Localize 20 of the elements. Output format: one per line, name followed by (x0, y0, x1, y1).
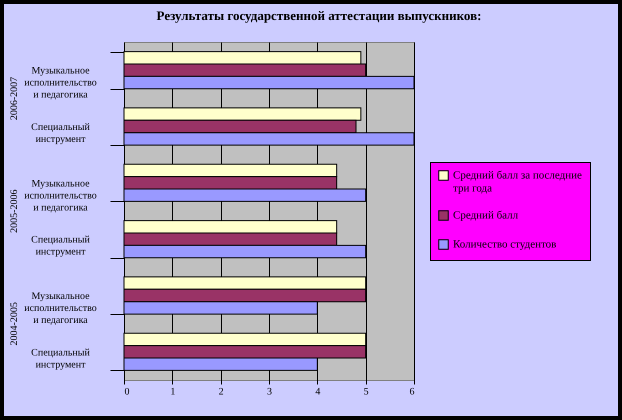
legend-label: Средний балл (453, 210, 519, 222)
x-tick-label: 5 (364, 386, 369, 398)
y-tick-label: Музыкальное исполнительство и педагогика (24, 291, 97, 326)
x-tick-label: 6 (410, 386, 414, 398)
y-tick-label: Специальный инструмент (31, 234, 90, 258)
text: 2005-2006 (9, 189, 20, 233)
y-tick-label: Музыкальное исполнительство и педагогика (24, 66, 97, 101)
x-tick-label: 1 (170, 386, 176, 398)
text: 2006-2007 (9, 76, 20, 120)
text: 2004-2005 (9, 302, 20, 346)
chart-title: Результаты государственной аттестации выпускников: (156, 8, 482, 23)
y-tick-label: Специальный инструмент (31, 347, 90, 370)
x-tick-label: 3 (267, 386, 272, 398)
legend-label: Количество студентов (453, 238, 556, 250)
x-tick-label: 0 (124, 386, 130, 398)
x-tick-label: 4 (315, 386, 320, 398)
y-tick-label: Музыкальное исполнительство и педагогика (24, 178, 97, 214)
legend-label: Средний балл за последние три года (453, 170, 582, 194)
x-tick-label: 2 (218, 386, 224, 398)
y-tick-label: Специальный инструмент (31, 122, 90, 145)
